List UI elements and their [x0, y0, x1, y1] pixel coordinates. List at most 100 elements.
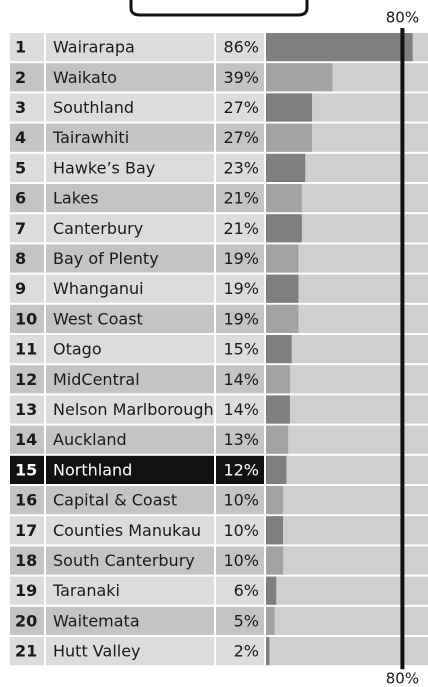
row-bg — [46, 395, 214, 424]
value-label: 10% — [223, 521, 259, 540]
row-bg — [216, 274, 264, 303]
name: Southland — [53, 98, 134, 117]
value-label: 10% — [223, 551, 259, 570]
row-bg — [216, 244, 264, 273]
name: Hutt Valley — [53, 642, 141, 661]
value-label: 86% — [223, 38, 259, 57]
row-bg — [46, 576, 214, 605]
name: Northland — [53, 460, 132, 479]
row-bg — [46, 123, 214, 152]
row-bg — [46, 153, 214, 182]
rank: 5 — [15, 158, 26, 177]
row-bg — [10, 244, 44, 273]
value-label: 27% — [223, 98, 259, 117]
row-bg — [216, 123, 264, 152]
row-bg — [216, 214, 264, 243]
row-bg — [10, 425, 44, 454]
name: Bay of Plenty — [53, 249, 159, 268]
bar — [266, 184, 302, 213]
row-bg — [216, 153, 264, 182]
row-bg — [216, 335, 264, 364]
row-bg — [10, 486, 44, 515]
rank: 4 — [15, 128, 26, 147]
row-bg — [46, 335, 214, 364]
rank: 12 — [15, 370, 37, 389]
row-bg — [10, 274, 44, 303]
rank: 17 — [15, 521, 37, 540]
name: Waikato — [53, 68, 117, 87]
bar — [266, 425, 289, 454]
value-label: 19% — [223, 279, 259, 298]
name: MidCentral — [53, 370, 140, 389]
rank: 13 — [15, 400, 37, 419]
row-bg — [216, 516, 264, 545]
row-bg — [46, 637, 214, 666]
bar — [266, 63, 333, 92]
row-bg — [46, 516, 214, 545]
name: Taranaki — [52, 581, 120, 600]
bar — [266, 33, 413, 62]
rank: 15 — [15, 460, 37, 479]
value-label: 21% — [223, 219, 259, 238]
row-bg — [46, 486, 214, 515]
value-label: 14% — [223, 370, 259, 389]
row-bg — [46, 455, 214, 484]
row-bg — [216, 576, 264, 605]
row-bg — [10, 123, 44, 152]
row-bg — [216, 455, 264, 484]
value-label: 19% — [223, 309, 259, 328]
row-bg — [46, 33, 214, 62]
rank: 1 — [15, 38, 26, 57]
bar — [266, 123, 313, 152]
value-label: 23% — [223, 158, 259, 177]
row-bg — [10, 93, 44, 122]
bar — [266, 214, 302, 243]
row-bg — [10, 395, 44, 424]
row-bg — [46, 63, 214, 92]
bar — [266, 304, 299, 333]
row-bg — [10, 214, 44, 243]
name: Nelson Marlborough — [53, 400, 214, 419]
name: Whanganui — [53, 279, 144, 298]
name: Counties Manukau — [53, 521, 201, 540]
row-bg — [46, 274, 214, 303]
name: West Coast — [53, 309, 143, 328]
rank: 3 — [15, 98, 26, 117]
row-bg — [216, 546, 264, 575]
rank: 21 — [15, 642, 37, 661]
row-bg — [46, 365, 214, 394]
bar — [266, 455, 287, 484]
row-bg — [216, 395, 264, 424]
row-bg — [216, 637, 264, 666]
row-bg — [46, 425, 214, 454]
name: South Canterbury — [53, 551, 195, 570]
row-bg — [216, 606, 264, 635]
bar — [266, 93, 313, 122]
row-bg — [10, 637, 44, 666]
row-bg — [216, 184, 264, 213]
row-bg — [216, 63, 264, 92]
row-bg — [10, 304, 44, 333]
rank: 18 — [15, 551, 37, 570]
row-bg — [10, 546, 44, 575]
row-bg — [216, 93, 264, 122]
header-box — [129, 0, 309, 17]
bar — [266, 516, 284, 545]
value-label: 10% — [223, 491, 259, 510]
rank: 20 — [15, 611, 37, 630]
target-label: 80% — [386, 9, 419, 27]
row-bg — [10, 335, 44, 364]
bar — [266, 606, 275, 635]
row-bg — [46, 244, 214, 273]
target-label: 80% — [386, 670, 419, 687]
name: Canterbury — [53, 219, 143, 238]
name: Tairawhiti — [52, 128, 129, 147]
bar — [266, 335, 292, 364]
value-label: 12% — [223, 460, 259, 479]
rank: 16 — [15, 491, 37, 510]
bar — [266, 153, 306, 182]
value-label: 15% — [223, 340, 259, 359]
rank: 11 — [15, 340, 37, 359]
name: Otago — [53, 340, 102, 359]
value-label: 2% — [234, 642, 259, 661]
